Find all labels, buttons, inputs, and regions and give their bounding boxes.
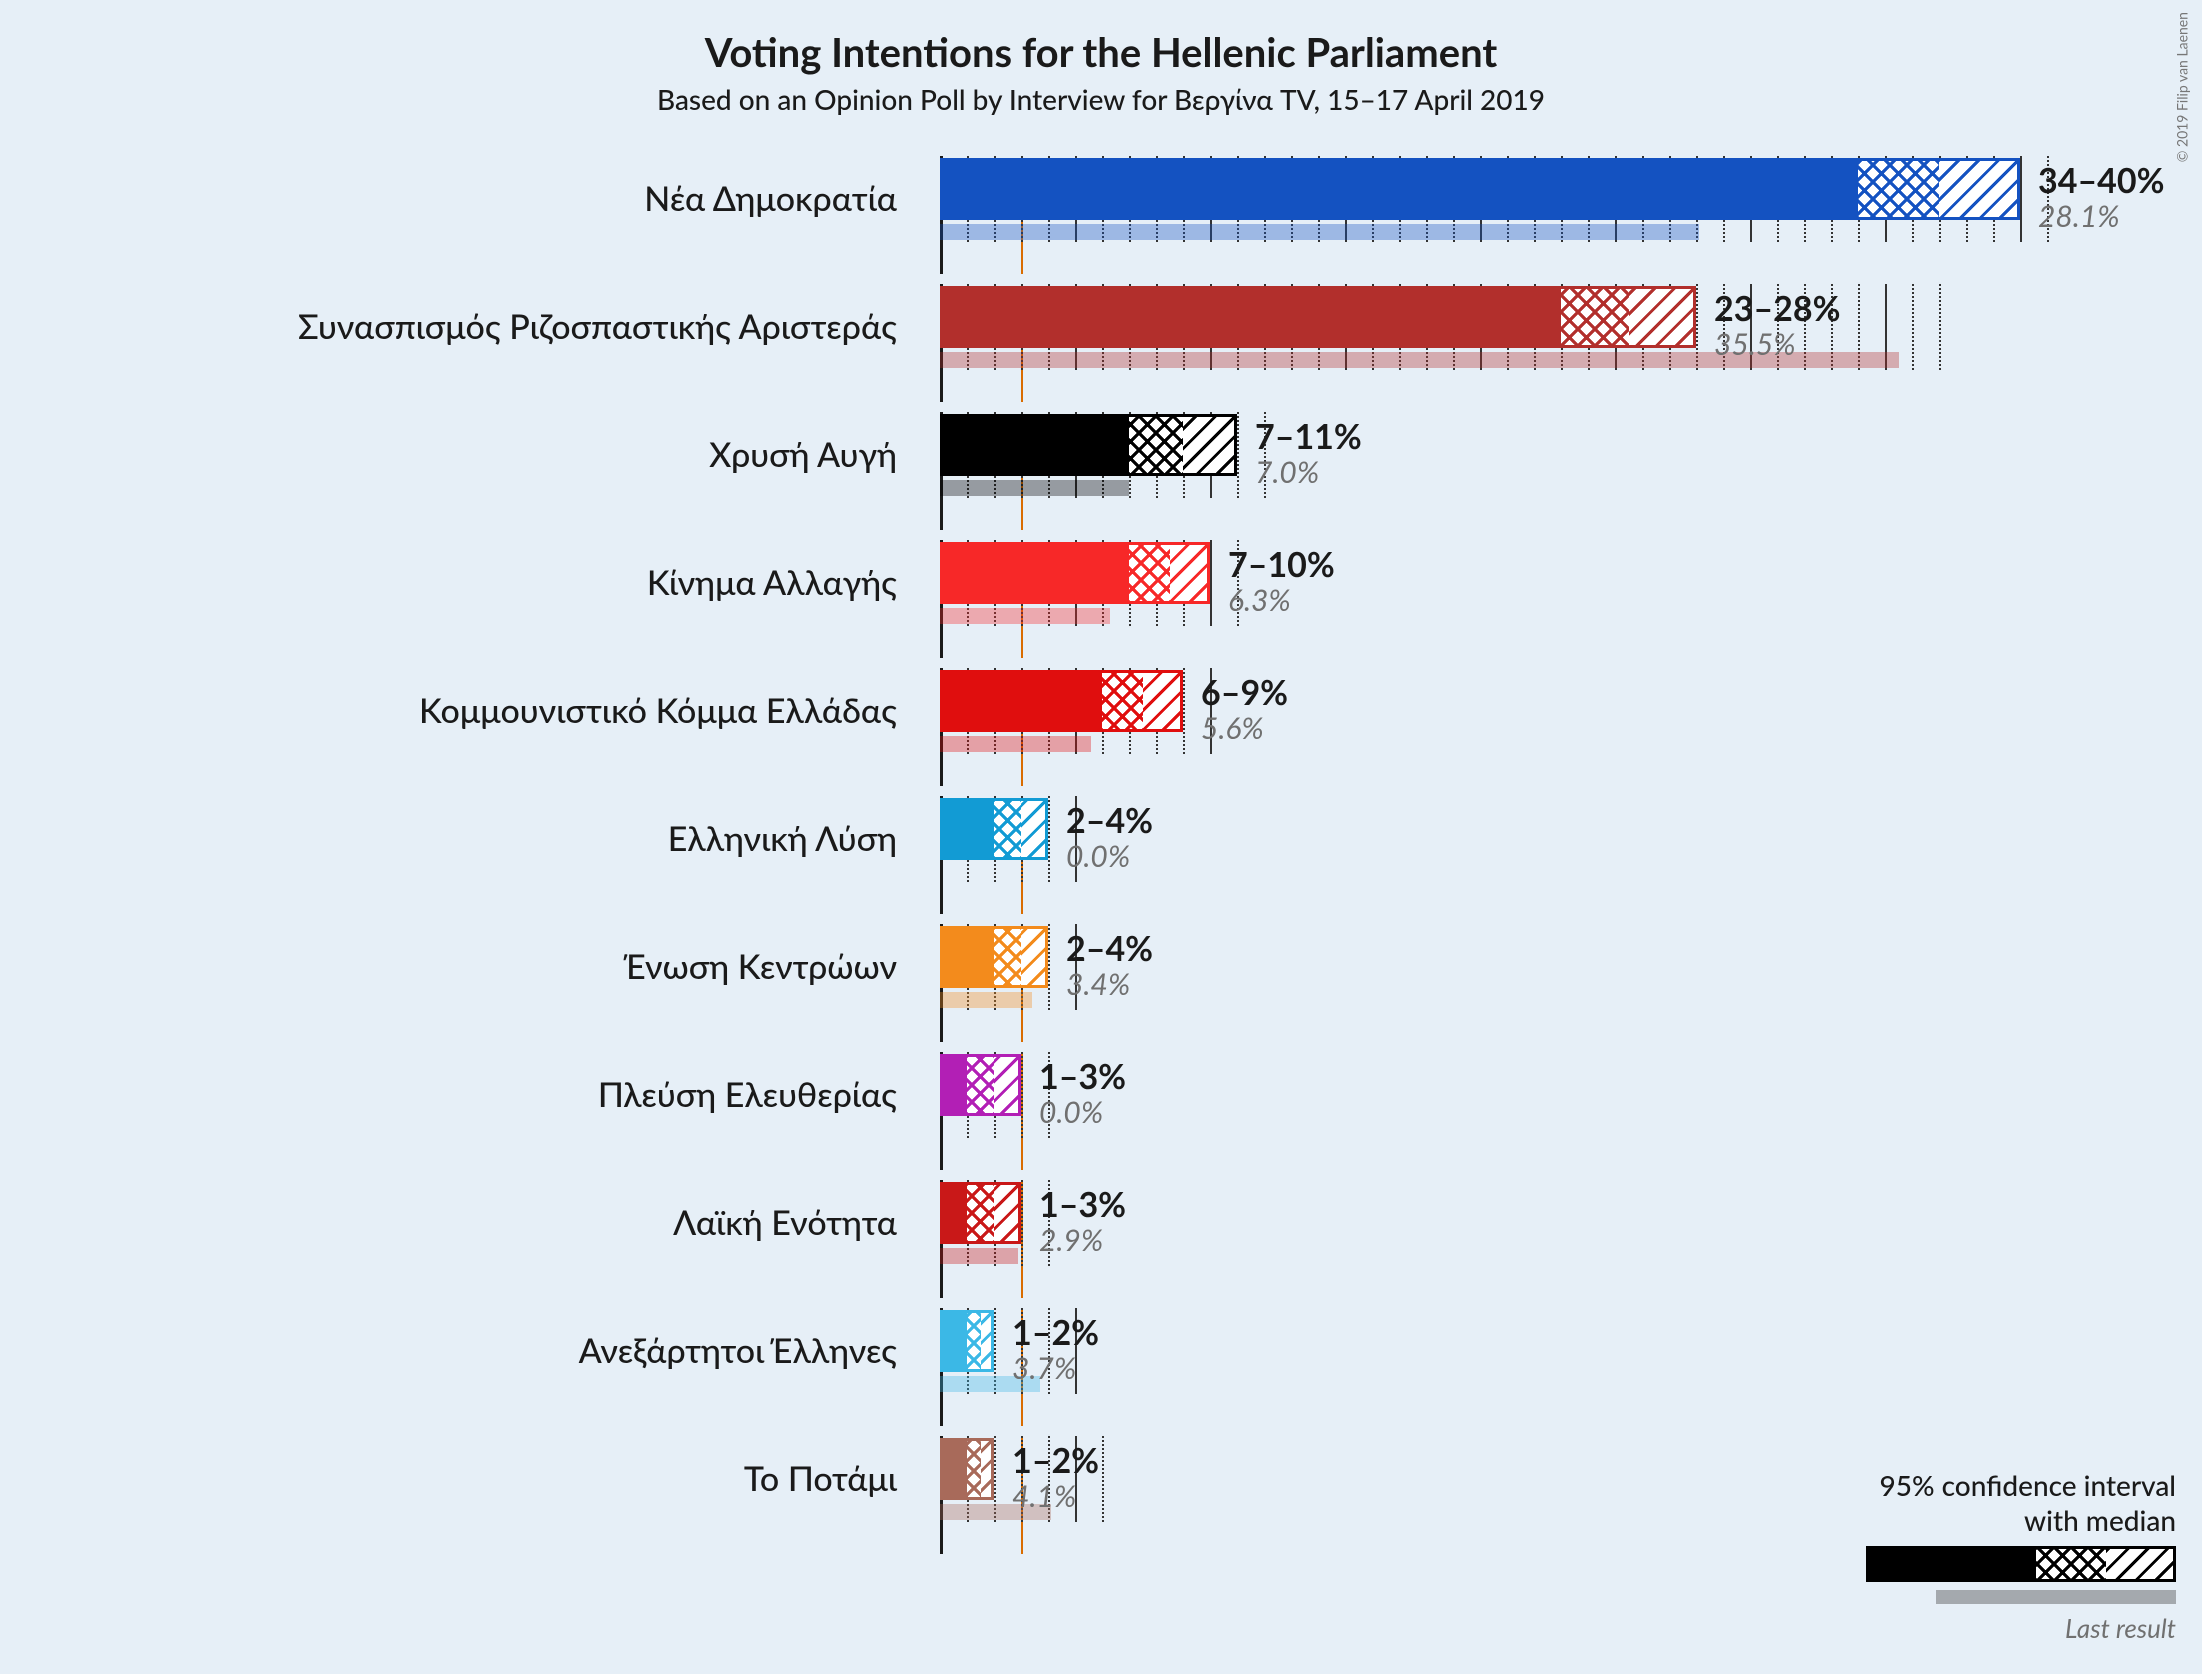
tick-minor	[1021, 1180, 1023, 1266]
tick-minor	[1183, 668, 1185, 754]
last-result-bar	[940, 224, 1699, 240]
tick-minor	[1939, 284, 1941, 370]
bar-chart: Νέα Δημοκρατία 34–40%28.1% Συνασπισμός Ριζ…	[30, 146, 2202, 1554]
tick-minor	[1021, 1052, 1023, 1138]
ci-outline	[940, 1310, 994, 1372]
ci-bar	[940, 798, 1048, 860]
chart-row: Ελληνική Λύση 2–4%0.0%	[30, 786, 2202, 914]
party-label: Λαϊκή Ενότητα	[673, 1202, 897, 1243]
range-label: 1–3%	[1039, 1056, 1126, 1097]
ci-outline	[940, 286, 1696, 348]
range-label: 1–2%	[1012, 1312, 1099, 1353]
chart-row: Ανεξάρτητοι Έλληνες 1–2%3.7%	[30, 1298, 2202, 1426]
tick-minor	[1912, 284, 1914, 370]
party-label: Κομμουνιστικό Κόμμα Ελλάδας	[419, 690, 897, 731]
party-label: Κίνημα Αλλαγής	[647, 562, 897, 603]
chart-row: Ένωση Κεντρώων 2–4%3.4%	[30, 914, 2202, 1042]
previous-label: 2.9%	[1039, 1222, 1103, 1258]
party-label: Ελληνική Λύση	[668, 818, 897, 859]
range-label: 6–9%	[1201, 672, 1288, 713]
legend-ci-line1: 95% confidence interval	[1880, 1468, 2176, 1502]
previous-label: 28.1%	[2038, 198, 2120, 234]
ci-outline	[940, 1438, 994, 1500]
previous-label: 5.6%	[1201, 710, 1264, 746]
previous-label: 3.7%	[1012, 1350, 1076, 1386]
chart-row: Πλεύση Ελευθερίας 1–3%0.0%	[30, 1042, 2202, 1170]
chart-row: Χρυσή Αυγή 7–11%7.0%	[30, 402, 2202, 530]
ci-bar	[940, 158, 2020, 220]
last-result-bar	[940, 480, 1129, 496]
ci-bar	[940, 1054, 1021, 1116]
chart-row: Νέα Δημοκρατία 34–40%28.1%	[30, 146, 2202, 274]
ci-bar	[940, 926, 1048, 988]
previous-label: 6.3%	[1228, 582, 1291, 618]
chart-row: Κίνημα Αλλαγής 7–10%6.3%	[30, 530, 2202, 658]
ci-outline	[940, 158, 2020, 220]
legend-ci-label: 95% confidence interval with median	[1866, 1468, 2176, 1538]
range-label: 34–40%	[2038, 160, 2164, 201]
range-label: 1–2%	[1012, 1440, 1099, 1481]
ci-outline	[940, 798, 1048, 860]
ci-outline	[940, 926, 1048, 988]
party-label: Το Ποτάμι	[744, 1458, 897, 1499]
party-label: Πλεύση Ελευθερίας	[598, 1074, 897, 1115]
previous-label: 3.4%	[1066, 966, 1130, 1002]
legend-ci-bar	[1866, 1546, 2176, 1582]
tick-major	[2020, 156, 2022, 242]
range-label: 23–28%	[1714, 288, 1840, 329]
range-label: 1–3%	[1039, 1184, 1126, 1225]
range-label: 2–4%	[1066, 928, 1153, 969]
tick-minor	[1048, 924, 1050, 1010]
previous-label: 35.5%	[1714, 326, 1796, 362]
legend-last-bar	[1936, 1590, 2176, 1604]
party-label: Χρυσή Αυγή	[709, 434, 897, 475]
legend: 95% confidence interval with median Last…	[1866, 1468, 2176, 1644]
ci-bar	[940, 286, 1696, 348]
range-label: 7–10%	[1228, 544, 1335, 585]
ci-outline	[940, 542, 1210, 604]
previous-label: 0.0%	[1066, 838, 1130, 874]
ci-outline	[940, 1054, 1021, 1116]
last-result-bar	[940, 608, 1110, 624]
tick-minor	[1102, 1436, 1104, 1522]
ci-outline	[940, 414, 1237, 476]
party-label: Νέα Δημοκρατία	[644, 178, 897, 219]
range-label: 2–4%	[1066, 800, 1153, 841]
ci-bar	[940, 1438, 994, 1500]
ci-bar	[940, 542, 1210, 604]
last-result-bar	[940, 736, 1091, 752]
chart-row: Συνασπισμός Ριζοσπαστικής Αριστεράς 23–28…	[30, 274, 2202, 402]
ci-bar	[940, 1182, 1021, 1244]
ci-bar	[940, 414, 1237, 476]
previous-label: 4.1%	[1012, 1478, 1076, 1514]
ci-bar	[940, 1310, 994, 1372]
tick-major	[1210, 540, 1212, 626]
previous-label: 0.0%	[1039, 1094, 1103, 1130]
chart-row: Κομμουνιστικό Κόμμα Ελλάδας 6–9%5.6%	[30, 658, 2202, 786]
legend-last-label: Last result	[1866, 1612, 2176, 1644]
last-result-bar	[940, 1248, 1018, 1264]
previous-label: 7.0%	[1255, 454, 1319, 490]
party-label: Ένωση Κεντρώων	[623, 946, 897, 987]
ci-bar	[940, 670, 1183, 732]
tick-minor	[1048, 796, 1050, 882]
last-result-bar	[940, 992, 1032, 1008]
chart-title: Voting Intentions for the Hellenic Parli…	[0, 0, 2202, 76]
chart-subtitle: Based on an Opinion Poll by Interview fo…	[0, 76, 2202, 116]
party-label: Συνασπισμός Ριζοσπαστικής Αριστεράς	[298, 306, 897, 347]
legend-ci-line2: with median	[2024, 1503, 2176, 1537]
ci-outline	[940, 670, 1183, 732]
ci-outline	[940, 1182, 1021, 1244]
chart-row: Λαϊκή Ενότητα 1–3%2.9%	[30, 1170, 2202, 1298]
copyright-text: © 2019 Filip van Laenen	[2173, 12, 2190, 162]
party-label: Ανεξάρτητοι Έλληνες	[579, 1330, 897, 1371]
tick-minor	[1237, 412, 1239, 498]
legend-outline	[1866, 1546, 2176, 1582]
range-label: 7–11%	[1255, 416, 1362, 457]
